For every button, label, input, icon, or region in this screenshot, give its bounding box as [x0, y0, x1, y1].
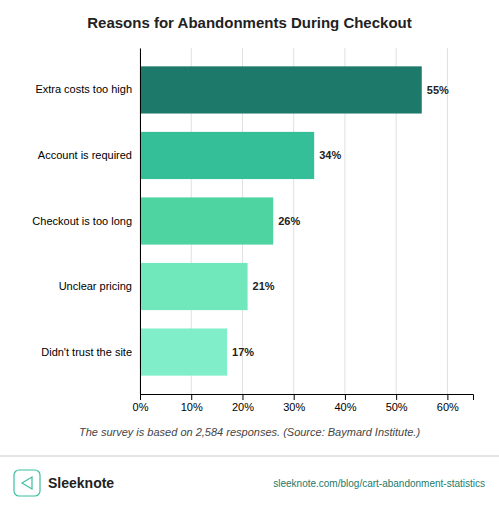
x-tick-mark	[345, 394, 346, 400]
category-label: Account is required	[38, 149, 132, 161]
y-tick: Checkout is too long	[32, 215, 132, 227]
data-label: 34%	[319, 149, 341, 161]
x-tick-label: 40%	[334, 401, 356, 413]
bar	[140, 263, 248, 310]
brand-icon	[14, 470, 40, 496]
category-label: Unclear pricing	[59, 280, 132, 292]
x-axis: 0% 10% 20% 30% 40% 50% 60%	[133, 394, 474, 413]
chart-container: Reasons for Abandonments During Checkout…	[0, 0, 499, 512]
bar	[140, 66, 422, 113]
y-axis-line	[140, 49, 141, 395]
x-tick-mark	[191, 394, 192, 400]
grid-line	[447, 48, 448, 394]
data-label: 55%	[427, 84, 449, 96]
y-tick: Didn't trust the site	[41, 346, 132, 358]
x-tick: 20%	[232, 394, 254, 413]
x-tick-mark	[447, 394, 448, 400]
x-tick-label: 20%	[232, 401, 254, 413]
separator	[0, 456, 499, 457]
x-tick: 30%	[283, 394, 305, 413]
x-tick: 10%	[181, 394, 203, 413]
x-tick-label: 50%	[386, 401, 408, 413]
annotations: The survey is based on 2,584 responses. …	[0, 426, 499, 496]
category-label: Checkout is too long	[32, 215, 132, 227]
grid	[140, 48, 447, 394]
brand-icon-symbol	[22, 477, 32, 489]
data-labels: 17% 21% 26% 34% 55%	[232, 84, 449, 358]
category-label: Extra costs too high	[35, 83, 132, 95]
plot: 0% 10% 20% 30% 40% 50% 60% Didn't trust the sit…	[32, 48, 473, 413]
x-axis-line	[141, 395, 474, 401]
x-tick-mark	[294, 394, 295, 400]
brand: Sleeknote	[48, 475, 114, 491]
x-tick: 40%	[334, 394, 356, 413]
x-tick-mark	[242, 394, 243, 400]
x-tick-mark	[396, 394, 397, 400]
data-label: 26%	[278, 215, 300, 227]
url: sleeknote.com/blog/cart-abandonment-stat…	[273, 478, 485, 489]
bars	[140, 66, 422, 375]
title: Reasons for Abandonments During Checkout	[87, 14, 411, 31]
footnote: The survey is based on 2,584 responses. …	[79, 426, 421, 438]
data-label: 17%	[232, 346, 254, 358]
x-tick: 50%	[386, 394, 408, 413]
grid-line	[140, 48, 141, 394]
x-tick-label: 0%	[133, 401, 149, 413]
bar	[140, 328, 227, 375]
x-tick: 0%	[133, 394, 149, 413]
chart-svg: Reasons for Abandonments During Checkout…	[0, 0, 499, 512]
x-tick-label: 60%	[437, 401, 459, 413]
x-tick-mark	[140, 394, 141, 400]
bar	[140, 132, 314, 179]
data-label: 21%	[253, 280, 275, 292]
y-tick: Account is required	[38, 149, 132, 161]
x-tick-label: 30%	[283, 401, 305, 413]
y-axis: Didn't trust the site Unclear pricing Chec…	[32, 49, 140, 395]
y-tick: Extra costs too high	[35, 83, 132, 95]
bar	[140, 197, 273, 244]
x-tick: 60%	[437, 394, 459, 413]
category-label: Didn't trust the site	[41, 346, 132, 358]
y-tick: Unclear pricing	[59, 280, 132, 292]
x-tick-label: 10%	[181, 401, 203, 413]
